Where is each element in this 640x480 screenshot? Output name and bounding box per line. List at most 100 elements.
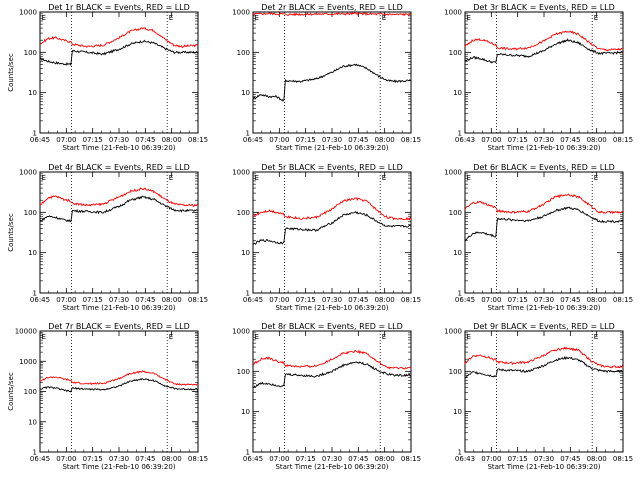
x-axis-label: Start Time (21-Feb-10 06:39:20) [62, 463, 175, 471]
x-tick-label: 07:45 [348, 136, 368, 144]
y-tick-label: 1000 [232, 328, 250, 336]
x-tick-label: 06:43 [455, 455, 475, 463]
time-marker-label: E [467, 14, 471, 22]
time-marker-label: E [255, 14, 259, 22]
detector-panel-8: Det 8r BLACK = Events, RED = LLD 1 10 100 10… [232, 322, 421, 471]
x-tick-label: 08:00 [587, 455, 607, 463]
lld-series-line [464, 30, 624, 52]
lld-series-line [39, 26, 199, 49]
x-tick-label: 08:00 [162, 136, 182, 144]
lld-series-line [464, 346, 624, 369]
time-marker-label: E [382, 14, 386, 22]
x-axis-label: Start Time (21-Feb-10 06:39:20) [62, 304, 175, 312]
y-tick-label: 1000 [232, 9, 250, 17]
x-tick-label: 07:00 [269, 296, 289, 304]
events-series-line [464, 356, 624, 379]
y-tick-label: 100 [449, 49, 462, 57]
x-tick-label: 07:45 [560, 296, 580, 304]
y-tick-label: 1 [246, 290, 250, 298]
x-tick-label: 08:15 [613, 296, 633, 304]
panel-title: Det 3r BLACK = Events, RED = LLD [473, 3, 615, 12]
x-tick-label: 06:45 [243, 455, 263, 463]
panel-title: Det 9r BLACK = Events, RED = LLD [473, 322, 615, 331]
x-tick-label: 07:45 [135, 296, 155, 304]
x-tick-label: 06:45 [243, 296, 263, 304]
x-tick-label: 08:00 [587, 136, 607, 144]
y-tick-label: 1000 [444, 9, 462, 17]
plot-frame [39, 11, 199, 134]
x-tick-label: 06:43 [455, 136, 475, 144]
y-tick-label: 1000 [19, 169, 37, 177]
events-series-line [252, 210, 412, 245]
y-tick-label: 10 [453, 408, 462, 416]
lld-series-line [464, 193, 623, 215]
y-tick-label: 100 [237, 49, 250, 57]
y-tick-label: 10000 [15, 328, 37, 336]
detector-panel-1: Det 1r BLACK = Events, RED = LLD 1 10 100 10… [7, 3, 208, 152]
x-tick-label: 08:00 [375, 455, 395, 463]
y-tick-label: 1 [458, 449, 462, 457]
x-tick-label: 07:00 [56, 455, 76, 463]
x-tick-label: 08:00 [587, 296, 607, 304]
x-tick-label: 06:45 [243, 136, 263, 144]
panel-title: Det 7r BLACK = Events, RED = LLD [48, 322, 190, 331]
y-tick-label: 100 [24, 209, 37, 217]
x-tick-label: 07:15 [508, 455, 528, 463]
time-marker-label: E [594, 174, 598, 182]
time-marker-label: E [255, 333, 259, 341]
x-tick-label: 07:45 [135, 455, 155, 463]
plot-frame [39, 171, 199, 294]
time-marker-label: E [594, 14, 598, 22]
x-tick-label: 07:00 [481, 296, 501, 304]
plot-frame [252, 171, 412, 294]
panel-title: Det 8r BLACK = Events, RED = LLD [261, 322, 403, 331]
time-marker-label: E [42, 333, 46, 341]
x-tick-label: 07:45 [348, 296, 368, 304]
time-marker-label: E [382, 333, 386, 341]
lld-series-line [39, 370, 199, 386]
lld-series-line [39, 187, 199, 207]
y-axis-label: Counts/sec [7, 372, 15, 411]
x-tick-label: 06:45 [30, 136, 50, 144]
x-tick-label: 07:30 [534, 455, 554, 463]
x-tick-label: 07:30 [109, 136, 129, 144]
x-tick-label: 07:15 [83, 296, 103, 304]
y-tick-label: 1 [33, 130, 37, 138]
x-tick-label: 08:15 [188, 296, 208, 304]
y-tick-label: 10 [241, 89, 250, 97]
time-marker-label: E [594, 333, 598, 341]
x-tick-label: 08:00 [162, 296, 182, 304]
y-tick-label: 10 [241, 249, 250, 257]
x-tick-label: 08:15 [401, 136, 421, 144]
y-tick-label: 10 [241, 408, 250, 416]
x-axis-label: Start Time (21-Feb-10 06:39:20) [487, 144, 600, 152]
detector-panel-9: Det 9r BLACK = Events, RED = LLD 1 10 100 10… [444, 322, 633, 471]
x-tick-label: 07:30 [322, 296, 342, 304]
x-tick-label: 08:00 [375, 296, 395, 304]
x-axis-label: Start Time (21-Feb-10 06:39:20) [275, 144, 388, 152]
x-tick-label: 07:30 [322, 455, 342, 463]
x-tick-label: 06:45 [30, 455, 50, 463]
time-marker-label: E [169, 174, 173, 182]
time-marker-label: E [42, 14, 46, 22]
y-tick-label: 100 [449, 368, 462, 376]
detector-panel-4: Det 4r BLACK = Events, RED = LLD 1 10 100 10… [7, 163, 208, 312]
y-tick-label: 1000 [444, 328, 462, 336]
x-axis-label: Start Time (21-Feb-10 06:39:20) [487, 304, 600, 312]
y-tick-label: 1000 [232, 169, 250, 177]
x-tick-label: 07:00 [56, 296, 76, 304]
y-tick-label: 1000 [444, 169, 462, 177]
panel-title: Det 5r BLACK = Events, RED = LLD [261, 163, 403, 172]
x-tick-label: 07:30 [534, 136, 554, 144]
plot-frame [464, 11, 624, 134]
panel-title: Det 1r BLACK = Events, RED = LLD [48, 3, 190, 12]
x-tick-label: 08:15 [188, 136, 208, 144]
detector-panel-6: Det 6r BLACK = Events, RED = LLD 1 10 100 10… [444, 163, 633, 312]
lld-series-line [252, 349, 412, 370]
lld-series-line [252, 11, 411, 17]
x-tick-label: 07:00 [269, 136, 289, 144]
y-tick-label: 1 [458, 130, 462, 138]
time-marker-label: E [169, 333, 173, 341]
events-series-line [39, 195, 199, 223]
